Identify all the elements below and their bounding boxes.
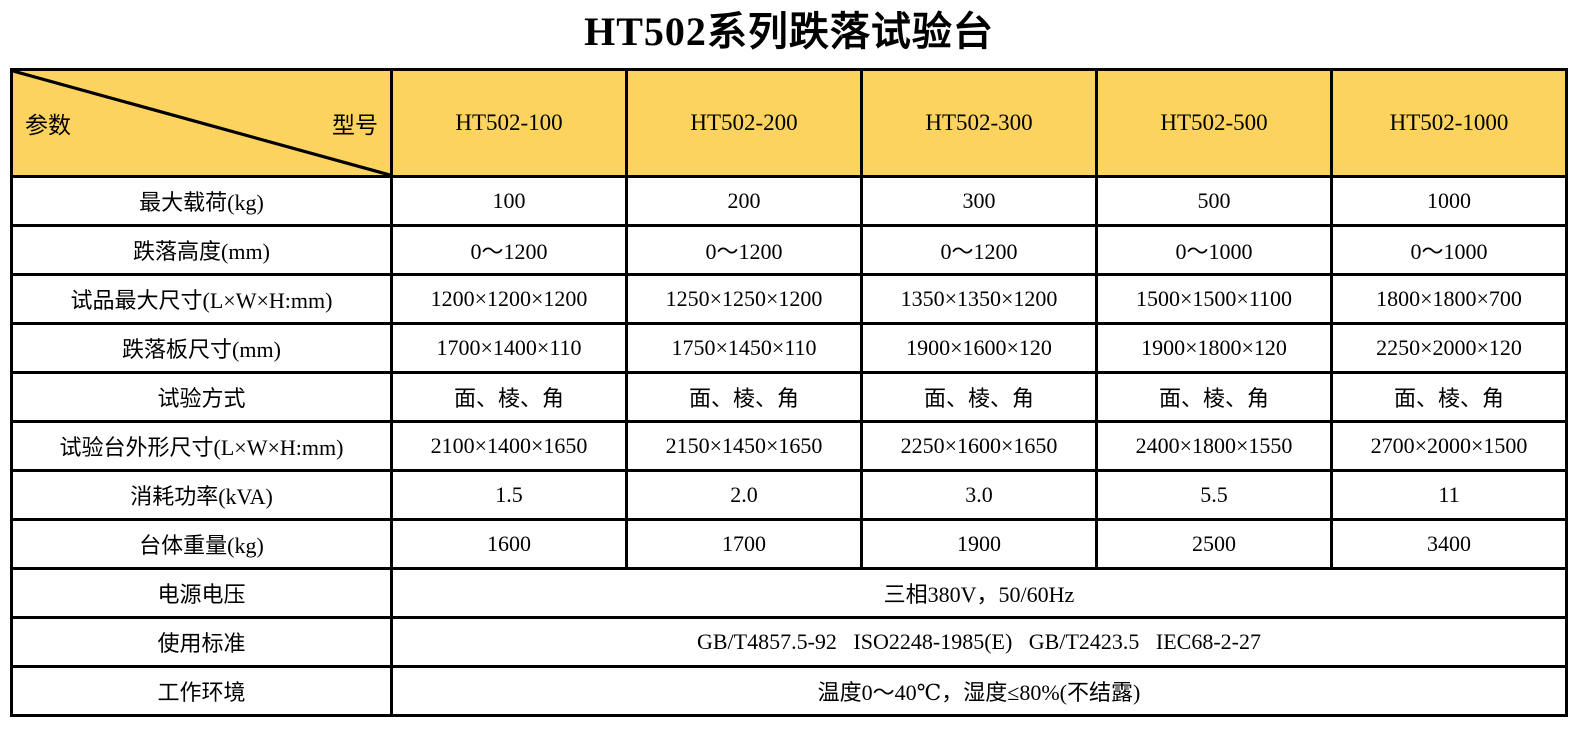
page-title: HT502系列跌落试验台 <box>584 9 994 54</box>
model-header: HT502-100 <box>390 68 628 178</box>
table-row: 台体重量(kg) 1600 1700 1900 2500 3400 <box>10 518 1568 570</box>
model-header: HT502-500 <box>1095 68 1333 178</box>
corner-cell: 参数 型号 <box>10 68 393 178</box>
spec-value-cell: 1500×1500×1100 <box>1095 273 1333 325</box>
spec-value-cell: 2400×1800×1550 <box>1095 420 1333 472</box>
spec-value-cell: 2250×1600×1650 <box>860 420 1098 472</box>
spec-value-cell: 1900×1600×120 <box>860 322 1098 374</box>
table-row: 试验方式 面、棱、角 面、棱、角 面、棱、角 面、棱、角 面、棱、角 <box>10 371 1568 423</box>
spec-table: 参数 型号 HT502-100 HT502-200 HT502-300 HT50… <box>10 68 1568 717</box>
spec-value-cell: 0～1000 <box>1095 224 1333 276</box>
table-row-span: 工作环境 温度0～40℃，湿度≤80%(不结露) <box>10 665 1568 717</box>
row-label: 试品最大尺寸(L×W×H:mm) <box>10 273 393 325</box>
spec-value-cell: 11 <box>1330 469 1568 521</box>
spec-value-cell: 0～1000 <box>1330 224 1568 276</box>
spec-value-cell: 200 <box>625 175 863 227</box>
spec-value-cell: 2100×1400×1650 <box>390 420 628 472</box>
table-row-span: 电源电压 三相380V，50/60Hz <box>10 567 1568 619</box>
spec-value-cell: 1.5 <box>390 469 628 521</box>
spec-value-cell: 2500 <box>1095 518 1333 570</box>
spec-value-cell: 300 <box>860 175 1098 227</box>
table-row-span: 使用标准 GB/T4857.5-92 ISO2248-1985(E) GB/T2… <box>10 616 1568 668</box>
row-label: 电源电压 <box>10 567 393 619</box>
spec-value-cell: 3400 <box>1330 518 1568 570</box>
spec-value-cell: 0～1200 <box>625 224 863 276</box>
spec-value-cell: 面、棱、角 <box>1330 371 1568 423</box>
row-label: 消耗功率(kVA) <box>10 469 393 521</box>
table-row: 试验台外形尺寸(L×W×H:mm) 2100×1400×1650 2150×14… <box>10 420 1568 472</box>
spec-value-cell: 面、棱、角 <box>860 371 1098 423</box>
spec-value-cell: 1700 <box>625 518 863 570</box>
table-row: 跌落高度(mm) 0～1200 0～1200 0～1200 0～1000 0～1… <box>10 224 1568 276</box>
corner-diagonal-line <box>13 71 390 175</box>
span-value-cell: 三相380V，50/60Hz <box>390 567 1568 619</box>
spec-value-cell: 面、棱、角 <box>625 371 863 423</box>
spec-value-cell: 2700×2000×1500 <box>1330 420 1568 472</box>
row-label: 工作环境 <box>10 665 393 717</box>
span-value-cell: GB/T4857.5-92 ISO2248-1985(E) GB/T2423.5… <box>390 616 1568 668</box>
table-row: 消耗功率(kVA) 1.5 2.0 3.0 5.5 11 <box>10 469 1568 521</box>
spec-value-cell: 1900×1800×120 <box>1095 322 1333 374</box>
spec-value-cell: 1900 <box>860 518 1098 570</box>
spec-value-cell: 1250×1250×1200 <box>625 273 863 325</box>
row-label: 跌落高度(mm) <box>10 224 393 276</box>
spec-value-cell: 1000 <box>1330 175 1568 227</box>
model-header: HT502-200 <box>625 68 863 178</box>
spec-value-cell: 面、棱、角 <box>390 371 628 423</box>
spec-value-cell: 1350×1350×1200 <box>860 273 1098 325</box>
spec-value-cell: 2250×2000×120 <box>1330 322 1568 374</box>
spec-value-cell: 0～1200 <box>860 224 1098 276</box>
spec-value-cell: 1700×1400×110 <box>390 322 628 374</box>
spec-value-cell: 500 <box>1095 175 1333 227</box>
header-row: 参数 型号 HT502-100 HT502-200 HT502-300 HT50… <box>10 68 1568 178</box>
row-label: 使用标准 <box>10 616 393 668</box>
spec-value-cell: 1600 <box>390 518 628 570</box>
row-label: 跌落板尺寸(mm) <box>10 322 393 374</box>
spec-value-cell: 100 <box>390 175 628 227</box>
spec-value-cell: 0～1200 <box>390 224 628 276</box>
row-label: 台体重量(kg) <box>10 518 393 570</box>
spec-value-cell: 面、棱、角 <box>1095 371 1333 423</box>
spec-value-cell: 3.0 <box>860 469 1098 521</box>
table-row: 跌落板尺寸(mm) 1700×1400×110 1750×1450×110 19… <box>10 322 1568 374</box>
table-row: 最大载荷(kg) 100 200 300 500 1000 <box>10 175 1568 227</box>
span-value-cell: 温度0～40℃，湿度≤80%(不结露) <box>390 665 1568 717</box>
spec-value-cell: 1800×1800×700 <box>1330 273 1568 325</box>
table-row: 试品最大尺寸(L×W×H:mm) 1200×1200×1200 1250×125… <box>10 273 1568 325</box>
spec-value-cell: 2.0 <box>625 469 863 521</box>
spec-value-cell: 1200×1200×1200 <box>390 273 628 325</box>
corner-model-label: 型号 <box>332 113 378 138</box>
row-label: 最大载荷(kg) <box>10 175 393 227</box>
row-label: 试验方式 <box>10 371 393 423</box>
corner-param-label: 参数 <box>25 113 71 138</box>
spec-value-cell: 5.5 <box>1095 469 1333 521</box>
spec-value-cell: 2150×1450×1650 <box>625 420 863 472</box>
model-header: HT502-300 <box>860 68 1098 178</box>
row-label: 试验台外形尺寸(L×W×H:mm) <box>10 420 393 472</box>
model-header: HT502-1000 <box>1330 68 1568 178</box>
spec-value-cell: 1750×1450×110 <box>625 322 863 374</box>
